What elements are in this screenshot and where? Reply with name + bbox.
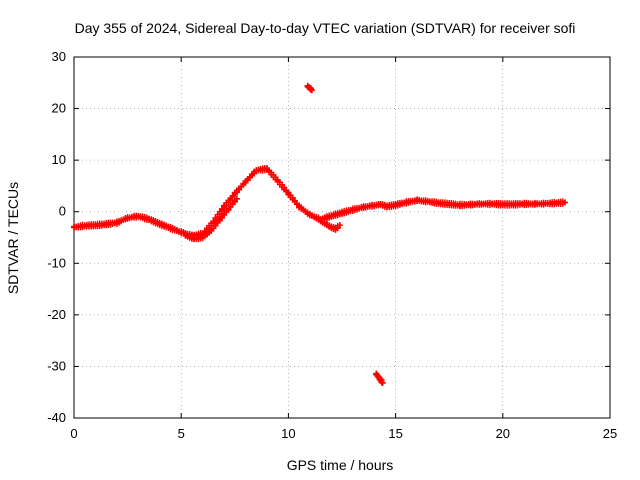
data-point (521, 200, 528, 207)
data-point (424, 198, 431, 205)
data-point (392, 202, 399, 209)
data-point (92, 222, 99, 229)
series-outlier-high (304, 82, 315, 94)
data-point (384, 203, 391, 210)
y-axis-label: SDTVAR / TECUs (5, 182, 21, 294)
data-point (216, 216, 223, 223)
data-point (339, 209, 345, 216)
series-outlier-low (373, 370, 386, 386)
y-tick-label: -10 (47, 255, 66, 270)
data-point (336, 222, 343, 229)
y-tick-label: -20 (47, 307, 66, 322)
series-lower-branch (182, 195, 240, 243)
data-point (103, 221, 110, 228)
data-point (403, 199, 410, 206)
data-point (489, 200, 496, 207)
data-point (542, 200, 549, 207)
data-point (317, 217, 324, 224)
series-main (71, 165, 568, 239)
x-tick-label: 10 (281, 426, 295, 441)
series-dip (317, 217, 343, 233)
data-point (328, 212, 335, 219)
data-point (360, 204, 367, 211)
data-point (199, 233, 206, 240)
x-tick-label: 15 (388, 426, 402, 441)
data-point (349, 206, 356, 213)
data-point (553, 199, 560, 206)
data-point (323, 221, 330, 228)
data-point (467, 201, 474, 208)
x-tick-label: 25 (603, 426, 617, 441)
data-points (71, 82, 568, 386)
data-point (124, 214, 131, 221)
data-point (221, 203, 228, 210)
data-point (113, 219, 120, 226)
data-point (531, 200, 538, 207)
data-point (291, 197, 298, 204)
data-point (435, 199, 442, 206)
data-point (414, 197, 421, 204)
x-axis-label: GPS time / hours (287, 457, 394, 473)
data-point (242, 178, 249, 185)
data-point (375, 373, 382, 380)
data-point (233, 195, 240, 202)
chart-title: Day 355 of 2024, Sidereal Day-to-day VTE… (75, 20, 576, 36)
x-tick-label: 20 (496, 426, 510, 441)
data-point (167, 225, 174, 232)
y-tick-label: 30 (52, 49, 66, 64)
data-point (510, 201, 517, 208)
data-point (285, 190, 292, 197)
data-point (81, 222, 88, 229)
data-point (231, 190, 238, 197)
data-point (306, 211, 313, 218)
axis-ticks: 0 5 10 15 20 25 -40 -30 -20 -10 0 10 20 30 (47, 49, 617, 441)
x-tick-label: 0 (70, 426, 77, 441)
data-point (263, 165, 270, 172)
data-point (456, 202, 463, 209)
data-point (208, 226, 215, 233)
data-point (478, 200, 485, 207)
data-point (274, 177, 281, 184)
y-tick-label: 10 (52, 152, 66, 167)
data-point (379, 379, 386, 386)
data-point (221, 212, 228, 219)
data-point (371, 202, 378, 209)
data-point (308, 87, 315, 94)
y-tick-label: 20 (52, 101, 66, 116)
data-point (561, 199, 568, 206)
data-point (446, 200, 453, 207)
y-tick-label: -40 (47, 410, 66, 425)
grid (74, 57, 610, 418)
data-point (178, 229, 185, 236)
data-point (377, 376, 384, 383)
data-point (182, 232, 189, 239)
data-point (71, 224, 77, 231)
y-tick-label: -30 (47, 358, 66, 373)
x-tick-label: 5 (178, 426, 185, 441)
data-point (499, 201, 506, 208)
data-point (377, 201, 384, 208)
data-point (191, 235, 198, 242)
y-tick-label: 0 (59, 204, 66, 219)
data-point (253, 167, 260, 174)
data-point (135, 213, 142, 220)
data-point (296, 203, 303, 210)
plot-frame (73, 56, 611, 419)
data-point (156, 221, 163, 228)
data-point (146, 216, 153, 223)
data-point (225, 206, 232, 213)
data-point (332, 225, 339, 232)
data-point (328, 224, 335, 231)
